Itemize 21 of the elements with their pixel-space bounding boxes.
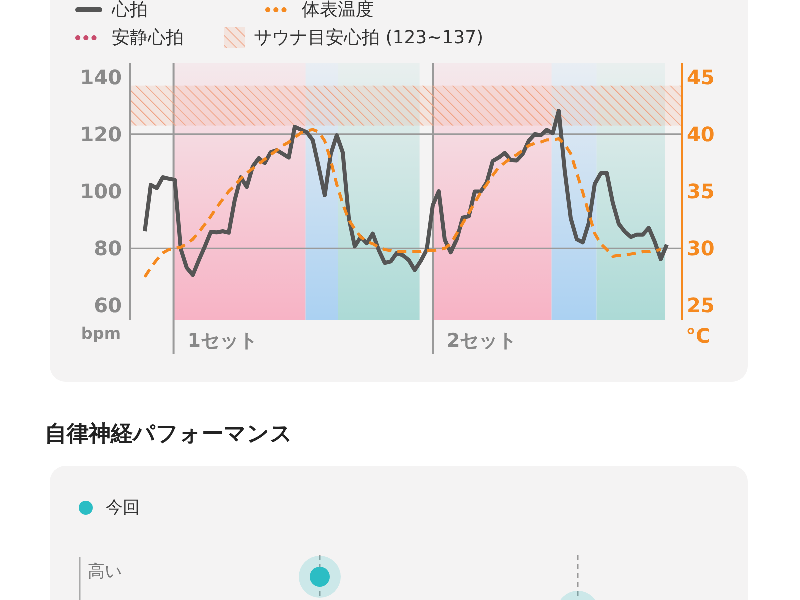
legend-label: 心拍 <box>111 0 148 20</box>
y-tick-label: 120 <box>80 122 122 146</box>
text: 高い <box>88 562 122 582</box>
y2-tick-label: 35 <box>687 180 715 204</box>
text: 今回 <box>106 498 140 518</box>
legend-label: サウナ目安心拍 (123~137) <box>254 28 484 48</box>
y2-tick-label: 30 <box>687 236 715 261</box>
text: 1セット <box>188 330 258 352</box>
legend-label: 体表温度 <box>302 0 374 20</box>
y-tick-label: 80 <box>94 236 122 261</box>
y2-tick-label: 25 <box>687 294 715 318</box>
y-tick-label: 60 <box>94 294 122 318</box>
text: 2セット <box>447 330 518 352</box>
y-axis-title: bpm <box>81 324 121 343</box>
y2-tick-label: 45 <box>687 65 715 90</box>
legend-label: 安静心拍 <box>112 28 184 48</box>
y2-axis-title: °C <box>686 324 711 348</box>
y2-tick-label: 40 <box>687 122 715 146</box>
y-tick-label: 140 <box>80 65 122 90</box>
text: 自律神経パフォーマンス <box>45 422 293 447</box>
y-tick-label: 100 <box>80 180 122 204</box>
